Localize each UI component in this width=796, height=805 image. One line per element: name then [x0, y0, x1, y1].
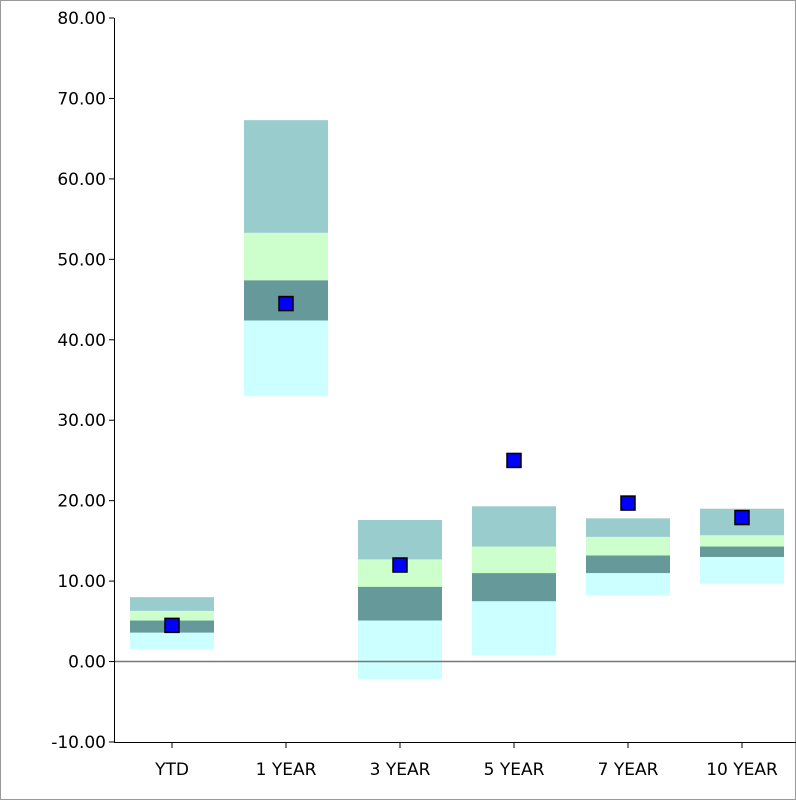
x-tick-label: 5 YEAR [484, 760, 545, 780]
y-tick-label: 30.00 [57, 411, 106, 431]
band-upper-mid-7-year [586, 536, 670, 556]
y-tick-label: 40.00 [57, 331, 106, 351]
y-tick-label: 60.00 [57, 170, 106, 190]
labels-layer: -10.00 0.00 10.00 20.00 30.00 40.00 50.00 60.00… [51, 9, 778, 780]
marker-ytd [164, 617, 180, 634]
bands-layer [130, 120, 784, 680]
band-lower-mid-10-year [700, 546, 784, 557]
axes-layer [109, 17, 796, 748]
marker-5-year [506, 452, 522, 469]
band-upper-mid-10-year [700, 535, 784, 547]
band-upper-mid-5-year [472, 546, 556, 574]
band-top-5-year [472, 506, 556, 547]
y-tick-label: -10.00 [51, 733, 106, 753]
marker-10-year [734, 509, 750, 526]
y-tick-label: 20.00 [57, 492, 106, 512]
x-tick-label: 10 YEAR [706, 760, 778, 780]
marker-7-year [620, 495, 636, 511]
y-tick-label: 50.00 [57, 250, 106, 270]
band-bottom-10-year [700, 556, 784, 584]
markers-layer [164, 295, 750, 634]
band-bottom-7-year [586, 573, 670, 596]
band-top-ytd [130, 597, 214, 611]
y-tick-label: 80.00 [57, 9, 106, 29]
band-bottom-ytd [130, 632, 214, 650]
band-top-3-year [358, 519, 442, 560]
marker-1-year [278, 295, 294, 312]
band-group-5-year [472, 506, 556, 656]
band-bottom-5-year [472, 601, 556, 656]
y-tick-label: 70.00 [57, 89, 106, 109]
band-group-7-year [586, 518, 670, 596]
y-tick-label: 10.00 [57, 572, 106, 592]
band-lower-mid-5-year [472, 573, 556, 602]
x-tick-label: 3 YEAR [370, 760, 431, 780]
band-group-ytd [130, 597, 214, 650]
band-top-7-year [586, 518, 670, 537]
band-upper-mid-1-year [244, 232, 328, 281]
band-group-1-year [244, 120, 328, 397]
y-tick-label: 0.00 [68, 653, 106, 673]
band-top-1-year [244, 120, 328, 233]
x-tick-label: YTD [154, 760, 189, 780]
band-bottom-3-year [358, 620, 442, 680]
x-tick-label: 7 YEAR [598, 760, 659, 780]
band-group-10-year [700, 508, 784, 584]
band-lower-mid-7-year [586, 555, 670, 574]
marker-3-year [392, 557, 408, 573]
x-tick-label: 1 YEAR [256, 760, 317, 780]
band-bottom-1-year [244, 320, 328, 397]
band-lower-mid-3-year [358, 586, 442, 621]
band-upper-mid-ytd [130, 610, 214, 621]
band-group-3-year [358, 519, 442, 680]
